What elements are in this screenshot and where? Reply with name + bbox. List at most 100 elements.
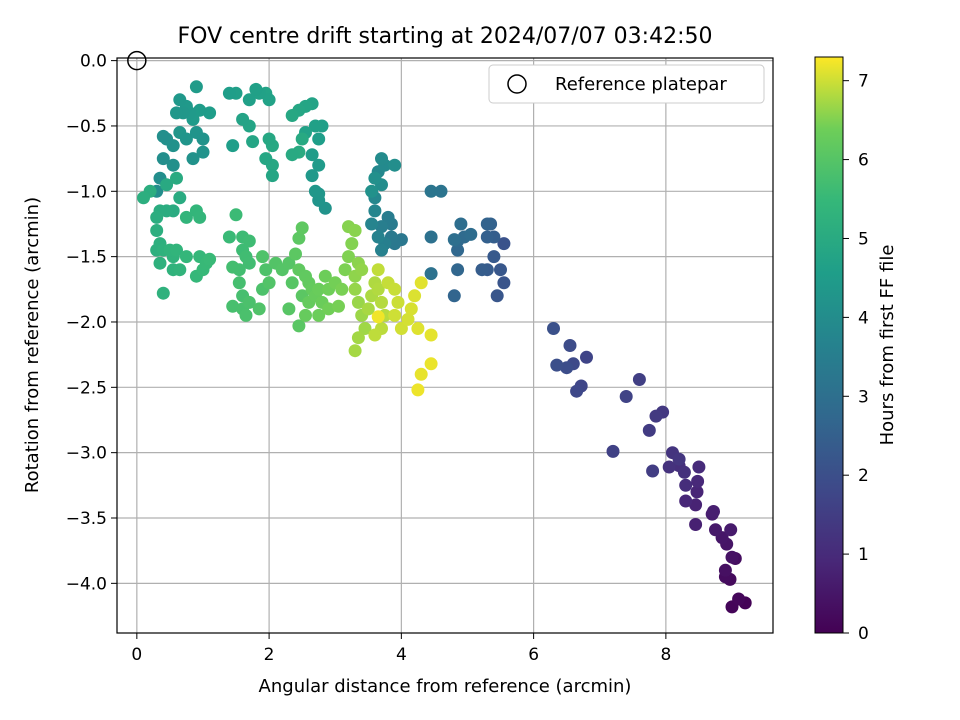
- colorbar-gradient: [814, 56, 844, 634]
- scatter-point: [368, 204, 382, 218]
- scatter-point: [193, 210, 207, 224]
- scatter-point: [371, 230, 385, 244]
- scatter-point: [348, 282, 362, 296]
- scatter-point: [709, 523, 722, 537]
- grid-lines: [117, 58, 773, 633]
- scatter-point: [282, 256, 296, 270]
- scatter-point: [229, 208, 243, 222]
- colorbar-tick-label: 7: [858, 72, 869, 92]
- scatter-point: [332, 299, 345, 313]
- scatter-point: [345, 237, 359, 251]
- scatter-point: [388, 308, 402, 322]
- scatter-point: [236, 112, 250, 126]
- scatter-point: [725, 550, 739, 564]
- scatter-point: [454, 217, 468, 231]
- scatter-point: [150, 210, 164, 224]
- scatter-point: [285, 148, 299, 162]
- y-tick-label: −1.0: [66, 182, 107, 202]
- scatter-point: [285, 109, 299, 122]
- scatter-point: [480, 230, 494, 244]
- colorbar: 0 1 2 3 4 5 6 7 Hours from first FF file: [814, 56, 898, 644]
- scatter-point: [222, 86, 236, 100]
- x-tick-label: 2: [264, 645, 275, 665]
- scatter-point: [338, 263, 352, 277]
- scatter-point: [173, 263, 187, 277]
- scatter-point: [226, 299, 240, 313]
- scatter-point: [292, 319, 306, 333]
- colorbar-label: Hours from first FF file: [877, 245, 898, 446]
- colorbar-tick-label: 4: [858, 308, 869, 328]
- scatter-point: [312, 282, 326, 296]
- scatter-point: [170, 243, 183, 257]
- scatter-point: [560, 361, 574, 375]
- y-tick-label: −1.5: [66, 248, 107, 268]
- scatter-point: [563, 339, 577, 352]
- scatter-point: [196, 145, 210, 159]
- scatter-point: [299, 308, 312, 322]
- scatter-point: [724, 523, 738, 537]
- scatter-point: [375, 152, 388, 166]
- scatter-point: [606, 444, 620, 458]
- scatter-point: [732, 592, 746, 606]
- scatter-point: [160, 178, 174, 192]
- scatter-point: [361, 302, 375, 316]
- scatter-point: [262, 93, 276, 107]
- scatter-point: [348, 224, 362, 237]
- y-tick-label: 0.0: [80, 52, 107, 72]
- scatter-point: [305, 169, 319, 183]
- scatter-point: [312, 308, 326, 322]
- scatter-point: [404, 302, 418, 316]
- scatter-point: [371, 282, 385, 296]
- colorbar-tick-label: 2: [858, 466, 869, 486]
- scatter-point: [242, 256, 256, 270]
- legend-box: [488, 64, 765, 104]
- scatter-point: [173, 191, 187, 205]
- scatter-point: [368, 328, 382, 342]
- scatter-point: [497, 276, 511, 290]
- scatter-point: [318, 269, 332, 283]
- scatter-point: [262, 276, 276, 290]
- scatter-point: [414, 367, 428, 381]
- scatter-point: [173, 93, 187, 107]
- scatter-point: [487, 250, 501, 264]
- scatter-point: [312, 158, 326, 172]
- colorbar-tick-label: 5: [858, 229, 869, 249]
- x-axis-ticks: 0 2 4 6 8: [131, 633, 671, 665]
- legend: Reference platepar: [488, 64, 765, 104]
- scatter-point: [242, 93, 256, 107]
- y-tick-label: −2.0: [66, 313, 107, 333]
- scatter-point: [391, 295, 405, 309]
- scatter-point: [242, 234, 256, 248]
- scatter-point: [203, 106, 217, 120]
- chart-title: FOV centre drift starting at 2024/07/07 …: [178, 24, 713, 49]
- scatter-point: [718, 563, 732, 577]
- scatter-point: [451, 263, 465, 277]
- y-axis-ticks: 0.0 −0.5 −1.0 −1.5 −2.0 −2.5 −3.0 −3.5 −4.0: [66, 52, 117, 594]
- scatter-point: [375, 220, 388, 234]
- scatter-point: [368, 171, 382, 185]
- scatter-point: [348, 344, 362, 358]
- scatter-point: [550, 358, 564, 372]
- scatter-point: [692, 460, 706, 474]
- scatter-point: [547, 322, 560, 335]
- scatter-point: [265, 169, 279, 183]
- scatter-point: [632, 373, 646, 386]
- scatter-point: [179, 210, 193, 224]
- colorbar-ticks: 0 1 2 3 4 5 6 7: [843, 72, 869, 644]
- scatter-point: [170, 171, 183, 185]
- y-axis-label: Rotation from reference (arcmin): [22, 197, 43, 493]
- scatter-point: [381, 210, 395, 224]
- colorbar-tick-label: 6: [858, 151, 869, 171]
- scatter-point: [672, 452, 686, 466]
- scatter-point: [424, 357, 438, 371]
- scatter-point: [411, 322, 425, 335]
- scatter-point: [335, 282, 349, 296]
- scatter-point: [305, 148, 319, 162]
- scatter-point: [322, 302, 336, 316]
- data-points: [137, 80, 752, 614]
- scatter-point: [690, 485, 704, 499]
- scatter-point: [642, 423, 656, 437]
- y-tick-label: −3.0: [66, 444, 107, 464]
